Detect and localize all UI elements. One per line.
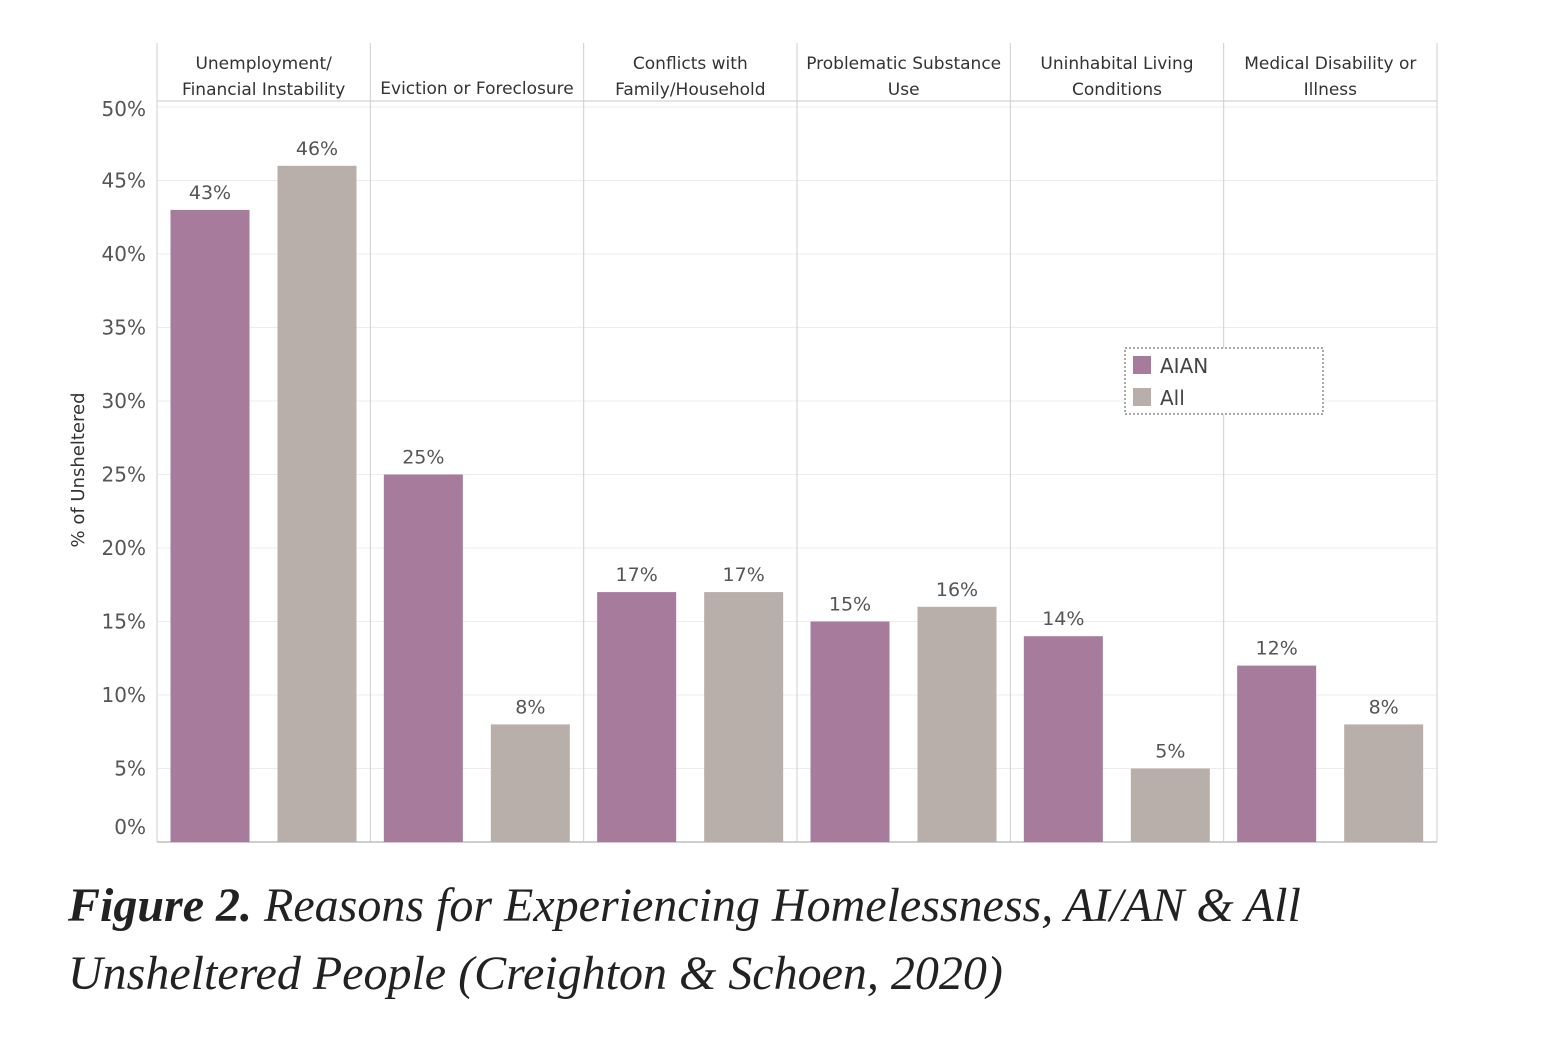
legend-label: AIAN <box>1160 354 1208 378</box>
panel-header-label: Conditions <box>1072 80 1162 100</box>
bar-all <box>490 724 570 842</box>
data-label: 17% <box>723 564 765 586</box>
data-label: 46% <box>296 138 338 160</box>
data-label: 15% <box>829 594 871 616</box>
y-tick-label: 45% <box>102 169 146 193</box>
y-tick-label: 25% <box>102 463 146 487</box>
bar-aian <box>1023 636 1103 842</box>
y-tick-label: 0% <box>114 815 146 839</box>
panel-header-label: Illness <box>1304 80 1358 100</box>
y-tick-label: 5% <box>114 757 146 781</box>
data-label: 25% <box>402 447 444 469</box>
bar-aian <box>383 474 463 842</box>
data-label: 8% <box>1369 696 1399 718</box>
data-label: 8% <box>515 696 545 718</box>
panel-header-label: Medical Disability or <box>1244 54 1416 74</box>
legend-swatch <box>1133 356 1151 374</box>
panel-header-label: Problematic Substance <box>806 54 1001 74</box>
figure-number: Figure 2. <box>68 879 253 932</box>
panel-header-label: Financial Instability <box>182 80 345 100</box>
panel-header-label: Eviction or Foreclosure <box>380 79 573 99</box>
y-tick-label: 40% <box>102 242 146 266</box>
data-label: 17% <box>616 564 658 586</box>
data-label: 43% <box>189 182 231 204</box>
bar-aian <box>810 621 890 842</box>
y-tick-label: 20% <box>102 536 146 560</box>
data-label: 14% <box>1042 608 1084 630</box>
bar-aian <box>170 209 250 842</box>
legend-swatch <box>1133 388 1151 406</box>
y-tick-label: 35% <box>102 316 146 340</box>
caption-text: Reasons for Experiencing Homelessness, A… <box>68 879 1301 1000</box>
legend-label: All <box>1160 386 1185 410</box>
bar-aian <box>1237 665 1317 842</box>
bar-all <box>1344 724 1424 842</box>
data-label: 16% <box>936 579 978 601</box>
legend-box <box>1124 347 1324 415</box>
y-tick-label: 50% <box>102 97 146 121</box>
y-axis-title: % of Unsheltered <box>68 393 89 548</box>
y-tick-label: 30% <box>102 389 146 413</box>
data-label: 12% <box>1256 638 1298 660</box>
bar-chart: Unemployment/Financial Instability Evicti… <box>68 43 1438 843</box>
bar-all <box>1130 768 1210 842</box>
y-tick-label: 15% <box>102 610 146 634</box>
bar-all <box>917 606 997 842</box>
data-label: 5% <box>1155 741 1185 763</box>
bar-aian <box>597 592 677 842</box>
panel-header-label: Unemployment/ <box>195 54 332 74</box>
figure-caption: Figure 2. Reasons for Experiencing Homel… <box>68 872 1488 1008</box>
panel-header-label: Uninhabital Living <box>1040 54 1193 74</box>
panel-header-label: Use <box>888 80 920 100</box>
panel-header-label: Family/Household <box>615 80 765 100</box>
y-tick-label: 10% <box>102 683 146 707</box>
bar-all <box>704 592 784 842</box>
panel-header-label: Conflicts with <box>633 54 748 74</box>
bar-all <box>277 165 357 843</box>
